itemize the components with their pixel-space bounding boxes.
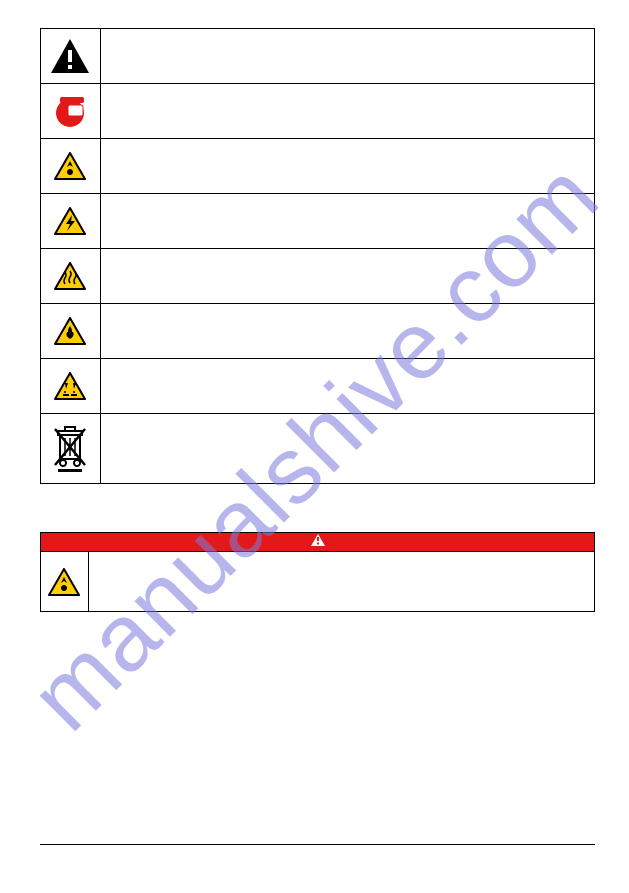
- row-corrosive-text: [100, 359, 594, 414]
- warning-small-icon: [311, 534, 325, 546]
- warning-header: [41, 533, 595, 552]
- fire-icon: [54, 317, 86, 345]
- face-shield-icon: [52, 93, 88, 129]
- row-electric-text: [100, 194, 594, 249]
- weee-icon: [51, 425, 89, 473]
- row-weee-text: [100, 414, 594, 484]
- row-weee-icon-cell: [41, 414, 101, 484]
- row-hot-surface-icon-cell: [41, 249, 101, 304]
- warning-row-text: [88, 552, 594, 612]
- symbols-table: [40, 28, 595, 484]
- row-explosion-icon-cell: [41, 139, 101, 194]
- corrosive-icon: [54, 372, 86, 400]
- explosion-icon: [48, 568, 80, 596]
- warning-table: [40, 532, 595, 612]
- row-general-warning-icon-cell: [41, 29, 101, 84]
- row-face-shield-text: [100, 84, 594, 139]
- electric-icon: [54, 207, 86, 235]
- row-face-shield-icon-cell: [41, 84, 101, 139]
- row-explosion-text: [100, 139, 594, 194]
- general-warning-icon: [50, 38, 90, 74]
- footer-rule: [40, 844, 595, 845]
- explosion-icon: [54, 152, 86, 180]
- row-fire-text: [100, 304, 594, 359]
- row-hot-surface-text: [100, 249, 594, 304]
- warning-row-icon-cell: [41, 552, 89, 612]
- row-general-warning-text: [100, 29, 594, 84]
- row-electric-icon-cell: [41, 194, 101, 249]
- row-fire-icon-cell: [41, 304, 101, 359]
- row-corrosive-icon-cell: [41, 359, 101, 414]
- hot-surface-icon: [54, 262, 86, 290]
